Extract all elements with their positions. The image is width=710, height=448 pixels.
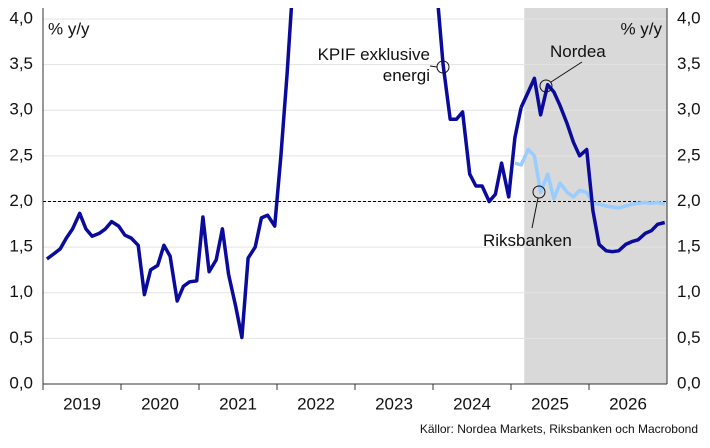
- source: Källor: Nordea Markets, Riksbanken och M…: [420, 422, 698, 436]
- y-tick-label: 2,0: [9, 191, 33, 210]
- y-tick-label: 2,5: [9, 145, 33, 164]
- y-tick-label: 3,5: [9, 54, 33, 73]
- x-tick-label: 2023: [375, 394, 413, 413]
- y-tick-label: 1,0: [9, 282, 33, 301]
- y-tick-label: 1,5: [9, 237, 33, 256]
- y2-tick-label: 3,5: [677, 54, 701, 73]
- y2-tick-label: 2,5: [677, 145, 701, 164]
- y2-tick-label: 2,0: [677, 191, 701, 210]
- series-line: [519, 76, 666, 254]
- y-tick-label: 3,0: [9, 100, 33, 119]
- y2-tick-label: 1,5: [677, 237, 701, 256]
- annotation-leader: [531, 197, 539, 229]
- x-tick-label: 2024: [453, 394, 491, 413]
- y2-tick-label: 1,0: [677, 282, 701, 301]
- foreground-layer: 0,0 0,0 0,5 0,5 1,0 1,0 1,5 1,5 2,0 2,0 2,5 2,5 3,0 3…: [9, 8, 701, 413]
- x-tick-label: 2021: [219, 394, 257, 413]
- y2-tick-label: 3,0: [677, 100, 701, 119]
- y-tick-label: 4,0: [9, 8, 33, 27]
- y2-tick-label: 0,0: [677, 373, 701, 392]
- y-tick-label: 0,5: [9, 328, 33, 347]
- x-tick-label: 2019: [63, 394, 101, 413]
- annotation-leader: [429, 65, 438, 68]
- x-tick-label: 2026: [609, 394, 647, 413]
- y-tick-label: 0,0: [9, 373, 33, 392]
- x-tick-label: 2025: [531, 394, 569, 413]
- series-line: [45, 8, 523, 340]
- y-axis-label: % y/y: [48, 19, 90, 38]
- y2-axis-label: % y/y: [620, 19, 662, 38]
- annotation-leader: [550, 61, 583, 83]
- x-tick-label: 2020: [141, 394, 179, 413]
- kpif-label: KPIF exklusive energi: [317, 45, 430, 85]
- nordea-label: Nordea: [550, 42, 606, 61]
- x-tick-label: 2022: [297, 394, 335, 413]
- riksbanken-label: Riksbanken: [483, 231, 572, 250]
- annotation-marker: [532, 185, 546, 199]
- forecast-shade: [524, 8, 667, 384]
- background-layer: [43, 8, 667, 385]
- y2-tick-label: 0,5: [677, 328, 701, 347]
- annotation-marker: [539, 79, 553, 93]
- y2-tick-label: 4,0: [677, 8, 701, 27]
